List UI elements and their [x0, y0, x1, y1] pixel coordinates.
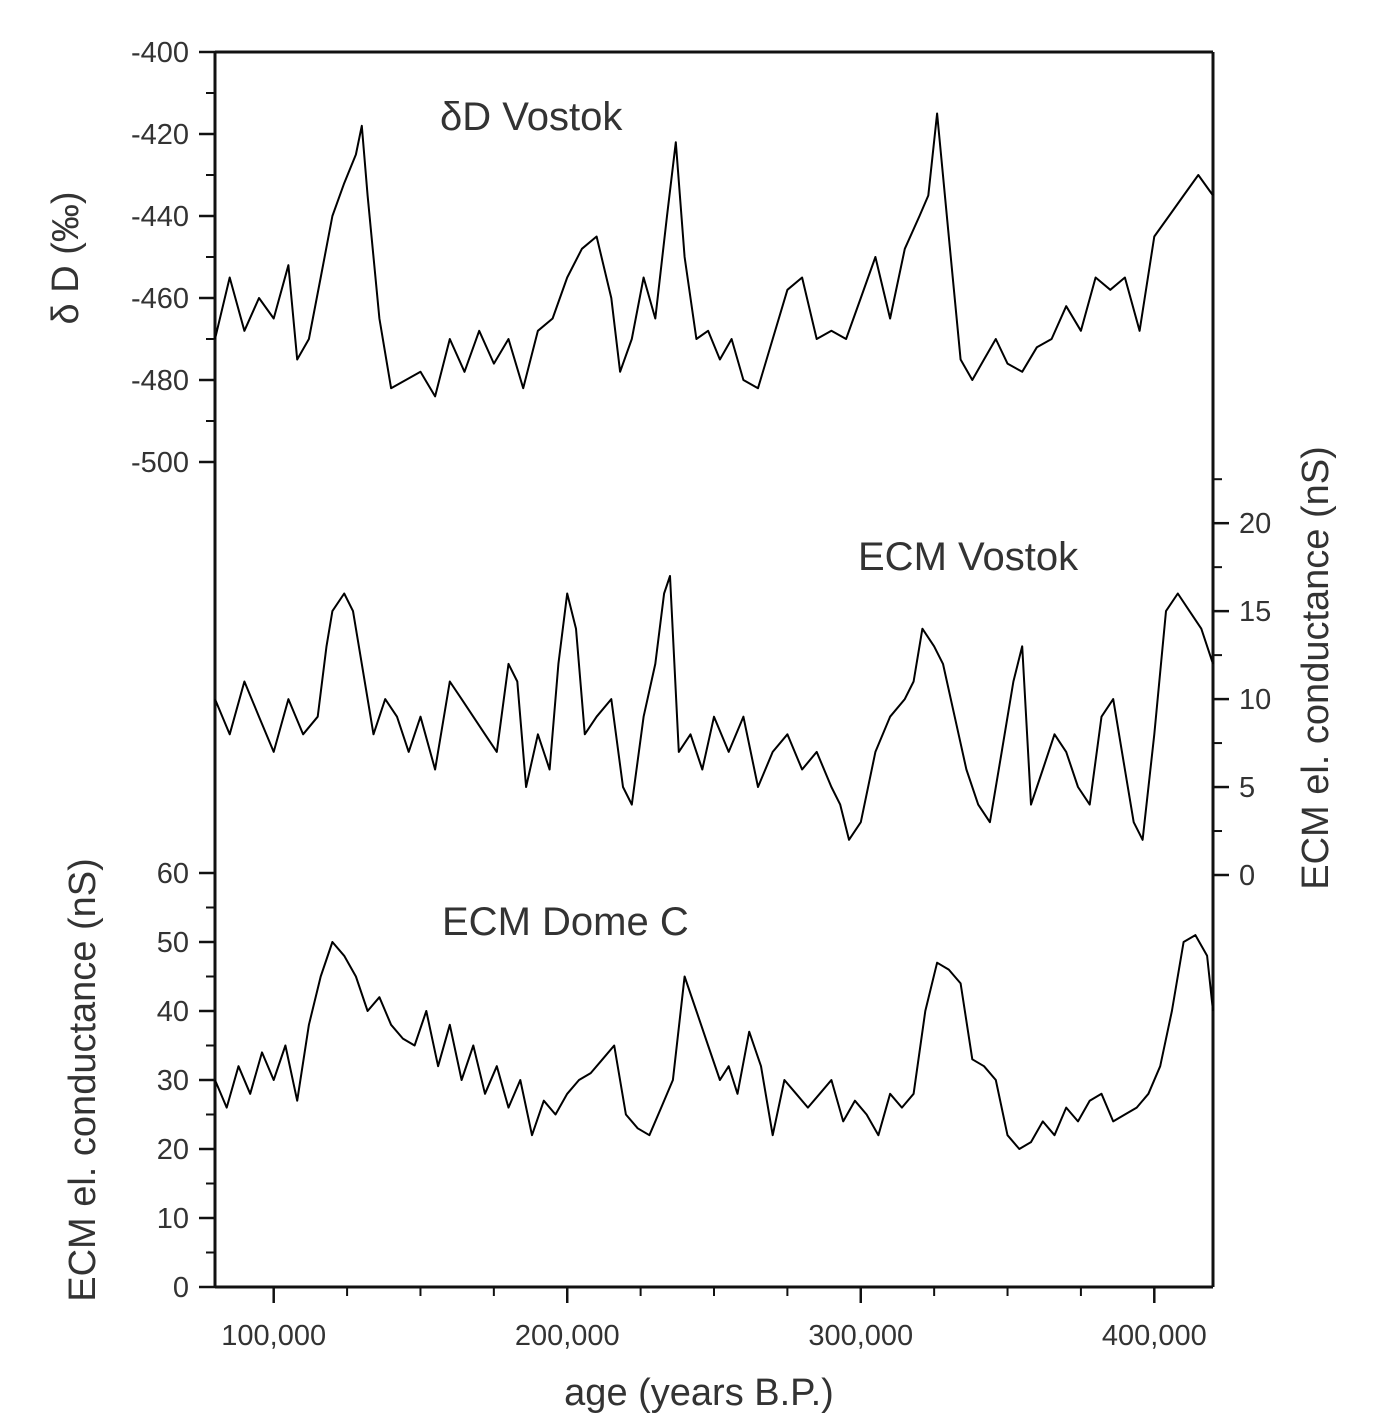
x-tick-label: 200,000	[515, 1320, 620, 1352]
ecm_domec-y-tick-label: 10	[157, 1203, 189, 1235]
ecm_domec-y-axis-title: ECM el. conductance (nS)	[62, 858, 104, 1302]
x-tick-label: 100,000	[221, 1320, 326, 1352]
x-tick-label: 400,000	[1102, 1320, 1207, 1352]
ecm_vostok-y-tick-label: 15	[1239, 596, 1271, 628]
axis-labels: 100,000 200,000 300,000 400,000 age (years B…	[45, 37, 1337, 1414]
ecm_vostok-y-axis-title: ECM el. conductance (nS)	[1295, 446, 1337, 890]
ecm_domec-y-tick-label: 40	[157, 996, 189, 1028]
ecm_vostok-y-tick-label: 10	[1239, 684, 1271, 716]
ecm_vostok-y-tick-label: 0	[1239, 860, 1255, 892]
dD-y-tick-label: -460	[131, 283, 189, 315]
dD-y-tick-label: -480	[131, 365, 189, 397]
dD-series-line	[214, 112, 1214, 398]
dD-y-tick-label: -420	[131, 119, 189, 151]
axis-ticks	[199, 50, 1229, 1303]
x-axis-title: age (years B.P.)	[564, 1372, 834, 1414]
ecm_domec-y-tick-label: 50	[157, 927, 189, 959]
series-lines	[214, 112, 1214, 1150]
dD-y-tick-label: -400	[131, 37, 189, 69]
ecm_vostok-series-label: ECM Vostok	[858, 535, 1079, 579]
dD-series-label: δD Vostok	[440, 95, 623, 139]
ecm_domec-series-line	[214, 934, 1214, 1150]
ecm_domec-series-label: ECM Dome C	[442, 900, 689, 944]
dD-y-tick-label: -440	[131, 201, 189, 233]
dD-y-tick-label: -500	[131, 447, 189, 479]
ecm_vostok-y-tick-label: 5	[1239, 772, 1255, 804]
ecm_domec-y-tick-label: 30	[157, 1065, 189, 1097]
ecm_vostok-series-line	[214, 575, 1214, 841]
x-tick-label: 300,000	[808, 1320, 913, 1352]
ecm_vostok-y-tick-label: 20	[1239, 508, 1271, 540]
ecm_domec-y-tick-label: 60	[157, 858, 189, 890]
ecm_domec-y-tick-label: 20	[157, 1134, 189, 1166]
ecm_domec-y-tick-label: 0	[173, 1272, 189, 1304]
dD-y-axis-title: δ D (‰)	[45, 191, 87, 324]
